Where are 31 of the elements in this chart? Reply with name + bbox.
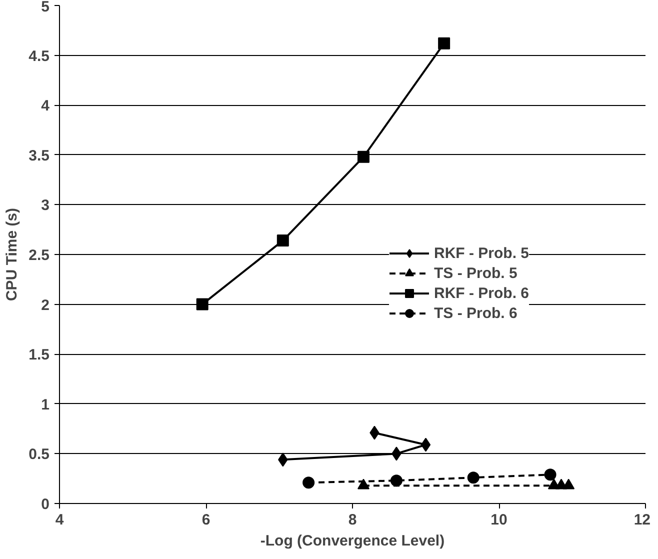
point [390,474,402,487]
y-tick-label: 3 [41,197,50,214]
y-tick-label: 1.5 [28,346,50,364]
x-tick-label: 8 [348,512,357,528]
legend-label: RKF - Prob. 5 [434,244,530,262]
point [467,472,480,484]
point [357,150,370,163]
legend-label: RKF - Prob. 6 [434,284,530,302]
y-tick-label: 0.5 [28,446,50,464]
point [438,37,450,50]
x-tick-label: 12 [634,512,651,528]
point [544,468,556,481]
y-tick-label: 4.5 [28,48,50,65]
y-tick-label: 2.5 [28,247,50,264]
x-tick-label: 6 [202,512,210,528]
point [420,438,431,452]
legend-label: TS - Prob. 5 [434,264,518,282]
y-tick-label: 3.5 [28,147,50,164]
y-tick-label: 4 [41,98,50,115]
x-tick-label: 10 [490,512,508,528]
y-tick-label: 1 [41,396,50,414]
x-axis-title: -Log (Convergence Level) [260,532,445,550]
y-tick-label: 5 [41,0,50,16]
y-tick-label: 0 [41,496,50,513]
point [302,476,315,489]
legend-label: TS - Prob. 6 [434,304,518,322]
point [276,234,289,247]
point [196,298,208,310]
x-tick-label: 4 [55,512,64,528]
y-axis-title: CPU Time (s) [4,208,21,302]
y-tick-label: 2 [41,296,50,314]
